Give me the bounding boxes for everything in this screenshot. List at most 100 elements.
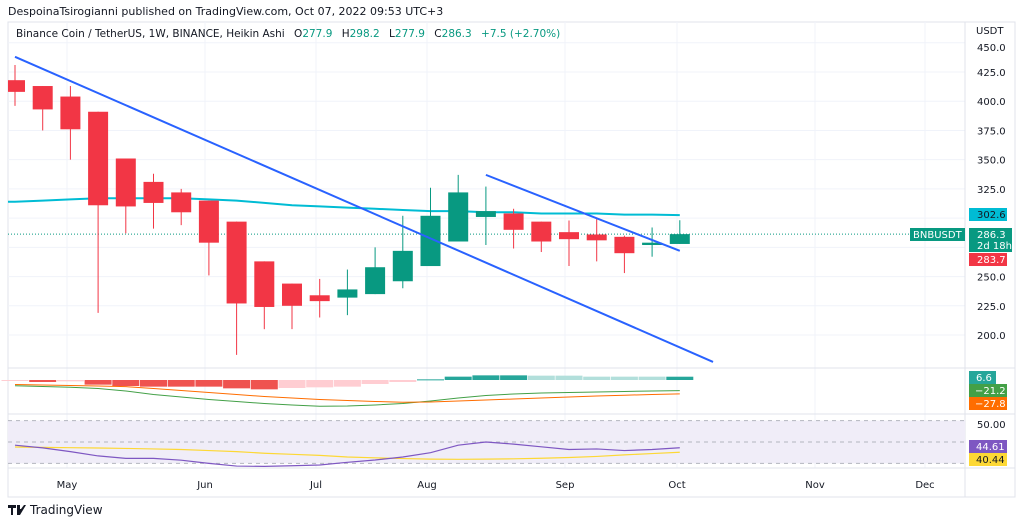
candle-body [586,234,607,241]
candle-body [8,80,25,92]
macd-histogram-bar [306,380,334,388]
tradingview-logo[interactable]: TradingView [8,503,103,517]
rsi-pane[interactable] [8,420,965,467]
macd-histogram-bar [500,375,528,380]
candle-body [254,261,275,307]
macd-histogram-bar [167,380,195,387]
price-tick-label: 375.0 [977,126,1006,137]
macd-line-label: −21.2 [975,386,1006,397]
high-value: 298.2 [349,28,380,40]
candle-body [475,211,496,217]
price-tick-label: 350.0 [977,156,1006,167]
candle-body [420,215,441,267]
candle-body [531,221,552,242]
candle-body [448,192,469,242]
price-tick-label: 450.0 [977,43,1006,54]
publisher-line: DespoinaTsirogianni published on Trading… [8,5,444,18]
rsi-line [14,441,680,467]
open-value: 277.9 [302,28,333,40]
candle-body [226,221,247,304]
macd-hist-label-bg [969,371,996,384]
countdown-label: 2d 18h [977,241,1012,252]
candle-body [115,158,136,207]
low-label: L [389,28,395,40]
brand-name: TradingView [30,503,103,517]
time-tick-label: Jun [196,480,213,491]
macd-histogram-bar [610,376,638,380]
prev-close-label: 283.7 [977,255,1006,266]
macd-histogram-bar [555,375,583,380]
macd-histogram-bar [666,376,694,380]
time-tick-label: Nov [805,480,825,491]
macd-pane[interactable] [1,375,694,407]
macd-hist-label: 6.6 [976,373,992,384]
candle-body [642,242,663,246]
time-axis[interactable]: May Jun Jul Aug Sep Oct Nov Dec [57,480,935,491]
macd-signal-label: −27.8 [975,399,1006,410]
last-price-label-bg [969,228,1012,252]
tradingview-logo-icon [8,505,26,515]
macd-histogram-bar [112,380,140,386]
macd-histogram-bar [444,376,472,380]
macd-histogram-bar [333,380,361,387]
candle-body [669,234,690,244]
rsi-label-bg [969,440,1007,453]
macd-histogram-bar [223,380,251,389]
rsi-ma-label-bg [969,453,1007,466]
last-price-label: 286.3 [977,230,1006,241]
price-axis-currency: USDT [976,26,1004,37]
symbol-title: Binance Coin / TetherUS, 1W, BINANCE, He… [16,28,285,40]
candle-body [309,295,330,302]
ticker-label: BNBUSDT [913,230,963,241]
macd-histogram-bar [389,380,417,382]
high-label: H [341,28,350,40]
time-tick-label: Oct [668,480,685,491]
macd-line-label-bg [969,384,1007,397]
price-tick-label: 400.0 [977,97,1006,108]
price-series [8,55,965,363]
price-axis[interactable]: 450.0 425.0 400.0 375.0 350.0 325.0 250.0 225.0… [977,43,1006,342]
candle-body [171,192,192,213]
ma-price-label-bg [969,208,1007,221]
rsi-ma-label: 40.44 [976,455,1005,466]
macd-histogram-bar [250,380,278,390]
candle-body [143,181,164,203]
price-pane[interactable] [5,55,965,363]
price-tick-label: 225.0 [977,302,1006,313]
ma-price-label: 302.6 [977,210,1006,221]
price-tick-label: 425.0 [977,68,1006,79]
candle-body [337,289,358,298]
candle-body [60,96,81,130]
open-label: O [294,28,303,40]
macd-histogram-bar [29,380,57,382]
candle-body [503,213,524,230]
close-label: C [434,28,442,40]
macd-histogram-bar [417,379,444,381]
candle-body [614,236,635,254]
rsi-mid-tick: 50.00 [977,420,1006,431]
rsi-ma-line [14,446,680,460]
price-tick-label: 250.0 [977,273,1006,284]
candle-body [32,86,53,110]
macd-signal-line [14,384,680,403]
rsi-label: 44.61 [976,442,1005,453]
time-tick-label: Dec [915,480,934,491]
time-tick-label: May [57,480,78,491]
symbol-legend[interactable]: Binance Coin / TetherUS, 1W, BINANCE, He… [16,28,566,40]
macd-signal-label-bg [969,397,1007,410]
candle-body [282,283,302,306]
candle-body [198,200,219,243]
time-tick-label: Jul [309,480,322,491]
macd-histogram-bar [278,380,306,388]
close-value: 286.3 [441,28,472,40]
macd-histogram-bar [56,380,84,382]
trendline [485,173,681,252]
macd-histogram-bar [1,380,29,381]
macd-histogram-bar [84,380,112,385]
candle-body [559,232,579,240]
grid [8,22,965,468]
macd-histogram-bar [140,380,167,387]
macd-histogram-bar [583,376,611,380]
